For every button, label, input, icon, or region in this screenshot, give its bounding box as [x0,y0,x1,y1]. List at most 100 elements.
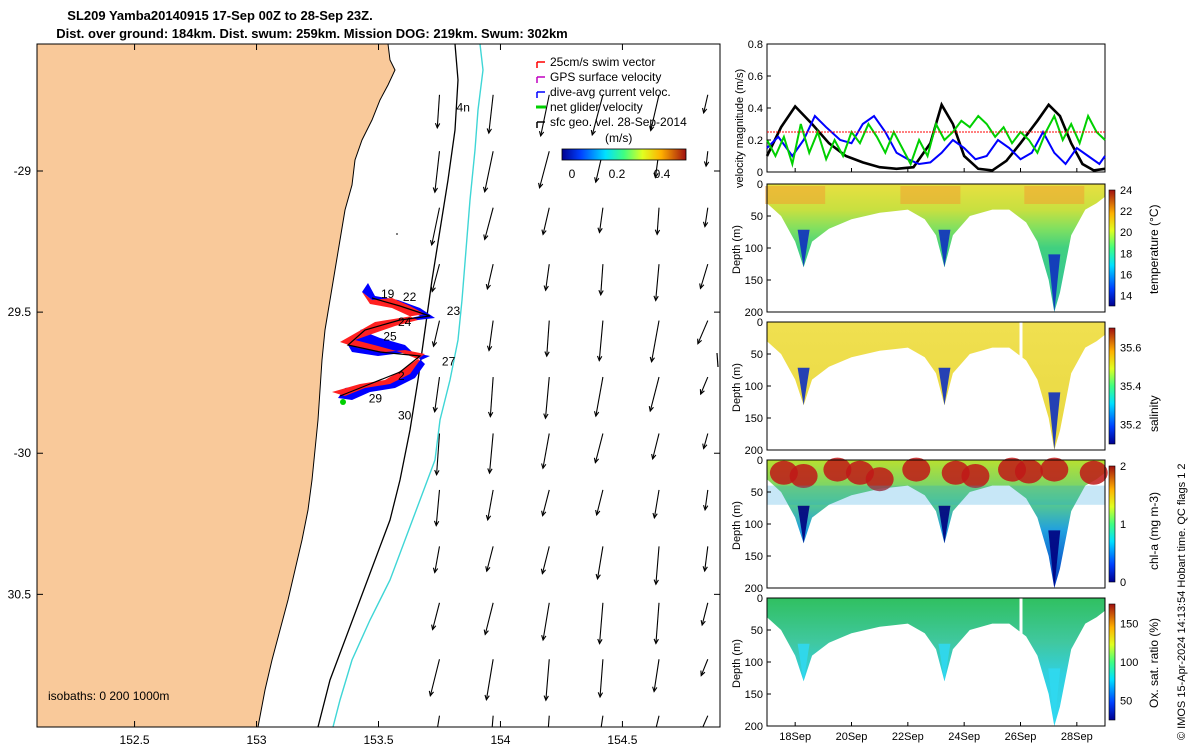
geo-velocity-arrow [488,94,494,134]
geo-velocity-arrow [598,207,604,233]
geo-velocity-arrow [431,207,441,246]
geo-velocity-arrowhead [541,229,547,236]
track-end-marker [340,399,346,405]
geo-velocity-arrowhead [487,411,494,418]
geo-velocity-arrow [545,264,550,291]
geo-velocity-arrowhead [486,345,493,352]
section-colorbar [1108,189,1116,307]
depth-tick-label: 200 [745,583,763,595]
isobaths-label: isobaths: 0 200 1000m [48,689,169,703]
geo-velocity-arrowhead [483,629,489,636]
map-ytick-label: -29 [14,164,32,178]
chl-maximum-patch [902,457,931,482]
geo-velocity-arrow [486,546,494,572]
geo-velocity-arrow [705,151,709,167]
depth-tick-label: 100 [745,519,763,531]
chl-maximum-patch [789,464,818,488]
section-panel-temperature: 0 50 100 150 200 Depth (m) 14 16 18 20 22 24 tempera… [731,179,1161,319]
geo-velocity-arrow [542,433,550,469]
geo-velocity-arrowhead [701,107,708,115]
section-trough [797,229,810,268]
section-trough [1048,530,1061,588]
geo-velocity-arrowhead [702,504,709,512]
geo-velocity-arrowhead [543,285,549,292]
depth-tick-label: 150 [745,275,763,287]
geo-velocity-arrowhead [434,122,441,130]
geo-arrow-track [716,352,719,368]
geo-velocity-arrow [435,489,441,526]
map-xtick-label: 154.5 [607,733,637,747]
geo-velocity-arrowhead [484,694,490,701]
depth-tick-label: 50 [751,625,763,637]
colorbar-tick-label: 18 [1120,248,1132,260]
legend-colorbar-tick: 0.2 [609,167,626,181]
section-panel-salinity: 0 50 100 150 200 Depth (m) 35.2 35.4 35.6 salinit… [731,317,1161,457]
colorbar-tick-label: 150 [1120,618,1138,630]
velocity-ytick-label: 0 [757,167,763,179]
day-label: 29 [369,391,383,405]
date-tick-label: 26Sep [1005,731,1037,743]
velocity-ytick-label: 0.8 [748,39,763,51]
isobath-200m [317,44,459,727]
depth-tick-label: 150 [745,413,763,425]
colorbar-tick-label: 0 [1120,577,1126,589]
geo-velocity-arrow [600,715,604,727]
geo-velocity-arrowhead [598,289,604,297]
geo-velocity-arrow [547,715,550,727]
velocity-ylabel: velocity magnitude (m/s) [734,69,746,188]
geo-velocity-arrow [704,207,709,227]
map-ytick-label: -30 [14,446,32,460]
geo-velocity-arrowhead [430,286,436,293]
geo-velocity-arrowhead [543,413,549,420]
geo-velocity-arrow [434,376,441,412]
copyright-note: © IMOS 15-Apr-2024 14:13:54 Hobart time.… [1176,463,1188,740]
depth-tick-label: 50 [751,487,763,499]
geo-velocity-arrowhead [432,567,439,574]
geo-velocity-arrow [594,433,604,463]
legend-colorbar-tick: 0.4 [654,167,671,181]
legend-colorbar-tick: 0 [569,167,576,181]
geo-velocity-arrowhead [429,239,436,247]
date-tick-label: 24Sep [948,731,980,743]
section-panel-oxygen: 0 50 100 150 200 Depth (m) 50 100 150 Ox. sat. ra… [731,593,1161,733]
geo-velocity-arrow [599,659,604,698]
geo-velocity-arrow [484,602,494,635]
depth-tick-label: 150 [745,551,763,563]
geo-velocity-arrow [432,320,441,347]
depth-tick-label: 200 [745,721,763,733]
depth-tick-label: 100 [745,381,763,393]
map-xtick-label: 153 [247,733,267,747]
section-trough [938,367,951,406]
geo-velocity-arrowhead [702,443,708,450]
geo-velocity-arrow [702,715,709,727]
geo-velocity-arrowhead [431,624,437,631]
geo-velocity-arrow [596,546,604,579]
geo-velocity-arrow [546,320,550,357]
chl-subsurface-layer [767,485,1105,505]
geo-velocity-arrow [542,602,550,641]
geo-velocity-arrowhead [653,172,659,179]
chart-title: SL209 Yamba20140915 17-Sep 00Z to 28-Sep… [67,8,373,23]
section-colorbar [1108,603,1116,721]
colorbar-tick-label: 20 [1120,227,1132,239]
geo-velocity-arrowhead [434,469,440,476]
velocity-colorbar [561,148,687,161]
legend-units: (m/s) [605,131,632,145]
geo-velocity-arrow [595,376,604,417]
section-trough [797,367,810,406]
geo-velocity-arrowhead [651,453,657,461]
geo-velocity-arrow [436,433,441,475]
geo-velocity-arrowhead [700,670,706,677]
geo-velocity-arrowhead [653,295,659,302]
geo-velocity-arrowhead [699,389,705,396]
colorbar-tick-label: 35.2 [1120,420,1141,432]
day-label: 2 [398,369,405,383]
geo-velocity-arrow [484,207,494,240]
geo-velocity-arrow [486,264,494,290]
geo-velocity-arrow [485,659,494,700]
geo-velocity-arrowhead [538,130,545,138]
velocity-ytick-label: 0.4 [748,103,763,115]
colorbar-tick-label: 50 [1120,696,1132,708]
geo-velocity-arrowhead [428,690,434,697]
